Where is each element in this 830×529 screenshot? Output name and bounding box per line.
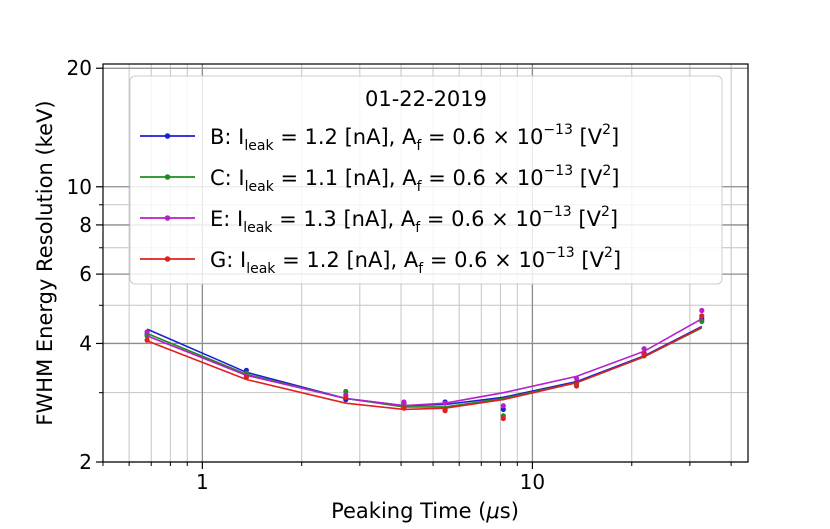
series-E xyxy=(144,307,705,409)
legend-title: 01-22-2019 xyxy=(365,87,487,111)
ticks: 1 10 2 4 6 8 10 20 xyxy=(67,56,732,494)
data-point xyxy=(500,403,506,409)
legend-items: B: Ileak = 1.2 [nA], Af = 0.6 × 10−13 [V… xyxy=(140,122,621,277)
data-point xyxy=(573,375,580,381)
y-tick-label: 20 xyxy=(67,56,92,80)
y-tick-label: 4 xyxy=(79,331,92,355)
series-layer xyxy=(144,307,705,422)
y-tick-label: 8 xyxy=(79,213,92,237)
data-point xyxy=(699,307,705,314)
legend-marker xyxy=(164,215,171,221)
data-point xyxy=(401,399,407,405)
legend-item-B: B: Ileak = 1.2 [nA], Af = 0.6 × 10−13 [V… xyxy=(140,122,619,154)
y-axis-label: FWHM Energy Resolution (keV) xyxy=(33,100,57,425)
legend-marker xyxy=(164,133,171,139)
y-tick-label: 2 xyxy=(79,450,92,474)
legend-marker xyxy=(164,256,171,262)
data-point xyxy=(573,383,580,389)
data-point xyxy=(401,405,407,411)
data-point xyxy=(641,346,647,352)
plot-frame xyxy=(102,63,749,463)
legend-marker xyxy=(164,174,171,180)
y-tick-label: 6 xyxy=(79,262,92,286)
x-tick-label: 10 xyxy=(520,470,545,494)
y-tick-label: 10 xyxy=(67,175,92,199)
series-G xyxy=(144,313,705,422)
data-point xyxy=(641,351,647,358)
data-point xyxy=(243,374,249,380)
data-point xyxy=(144,329,150,335)
x-axis-label: Peaking Time (μs) xyxy=(331,499,519,523)
data-point xyxy=(343,394,349,400)
data-point xyxy=(500,406,506,412)
legend-label: B: Ileak = 1.2 [nA], Af = 0.6 × 10−13 [V… xyxy=(210,122,619,154)
x-tick-label: 1 xyxy=(196,470,209,494)
legend: 01-22-2019 B: Ileak = 1.2 [nA], Af = 0.6… xyxy=(129,75,723,285)
data-point xyxy=(144,337,150,343)
data-point xyxy=(442,400,448,406)
data-point xyxy=(699,313,705,319)
legend-box xyxy=(129,75,723,285)
series-B xyxy=(144,316,705,412)
data-point xyxy=(500,415,506,422)
data-point xyxy=(442,408,448,414)
